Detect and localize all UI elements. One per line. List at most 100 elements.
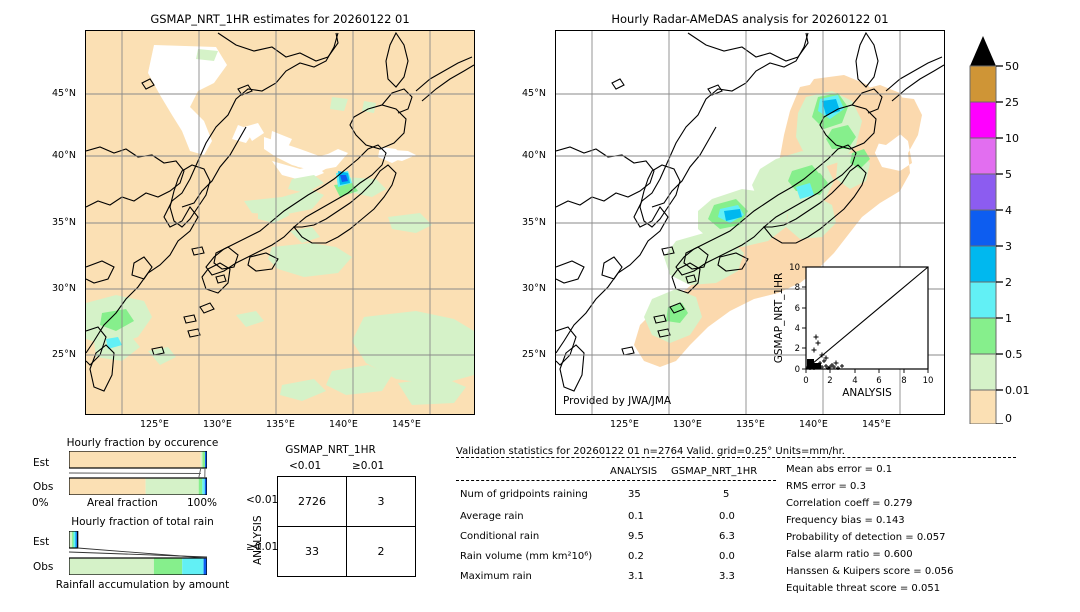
validation-row-analysis-4: 3.1 xyxy=(628,571,644,582)
right-lat-tick-25n: 25°N xyxy=(522,349,546,360)
contingency-col-group-label: GSMAP_NRT_1HR xyxy=(285,444,376,456)
validation-row-gsmap-3: 0.0 xyxy=(719,551,735,562)
right-lon-tick-130e: 130°E xyxy=(673,419,702,430)
occurrence-bars xyxy=(69,451,207,495)
occurrence-axis-min: 0% xyxy=(32,497,49,509)
totalrain-bar-est xyxy=(69,531,79,549)
totalrain-row-label-est: Est xyxy=(33,536,50,548)
svg-text:25: 25 xyxy=(1005,96,1019,109)
svg-text:0: 0 xyxy=(1005,412,1012,424)
svg-text:0.01: 0.01 xyxy=(1005,384,1030,397)
left-lat-tick-25n: 25°N xyxy=(52,349,76,360)
totalrain-bars-canvas xyxy=(69,531,207,575)
occurrence-bar-obs xyxy=(69,477,207,495)
totalrain-axis-title: Rainfall accumulation by amount xyxy=(55,579,230,591)
colorbar: 50 25 10 5 4 3 2 1 0.5 0.01 0 xyxy=(965,28,1035,424)
validation-row-label-1: Average rain xyxy=(460,511,524,522)
map-credit: Provided by JWA/JMA xyxy=(563,395,672,407)
left-lon-tick-135e: 135°E xyxy=(266,419,295,430)
left-lon-tick-125e: 125°E xyxy=(140,419,169,430)
validation-score-3: Frequency bias = 0.143 xyxy=(786,515,905,526)
validation-row-label-4: Maximum rain xyxy=(460,571,532,582)
validation-score-5: False alarm ratio = 0.600 xyxy=(786,549,913,560)
validation-header: Validation statistics for 20260122 01 n=… xyxy=(456,446,845,457)
validation-row-gsmap-4: 3.3 xyxy=(719,571,735,582)
validation-row-gsmap-1: 0.0 xyxy=(719,511,735,522)
occurrence-axis-max: 100% xyxy=(187,497,218,509)
validation-col-header-analysis: ANALYSIS xyxy=(610,466,658,477)
svg-text:10: 10 xyxy=(1005,132,1019,145)
svg-text:4: 4 xyxy=(1005,204,1012,217)
svg-text:5: 5 xyxy=(1005,168,1012,181)
totalrain-chart-title: Hourly fraction of total rain xyxy=(71,516,214,528)
occurrence-chart-title: Hourly fraction by occurence xyxy=(66,437,219,449)
right-panel-title: Hourly Radar-AMeDAS analysis for 2026012… xyxy=(611,12,889,26)
right-lat-tick-30n: 30°N xyxy=(522,283,546,294)
svg-text:3: 3 xyxy=(1005,240,1012,253)
occurrence-row-label-est: Est xyxy=(33,457,50,469)
right-lon-tick-140e: 140°E xyxy=(799,419,828,430)
validation-row-label-2: Conditional rain xyxy=(460,531,540,542)
contingency-cell-false-alarm: 3 xyxy=(346,476,416,527)
svg-text:10: 10 xyxy=(923,376,934,386)
right-lon-tick-135e: 135°E xyxy=(736,419,765,430)
totalrain-row-label-obs: Obs xyxy=(33,561,54,573)
left-lat-tick-45n: 45°N xyxy=(52,88,76,99)
table-row: 2726 3 xyxy=(277,476,416,527)
table-row: 33 2 xyxy=(277,526,416,577)
svg-text:8: 8 xyxy=(901,376,906,386)
validation-score-0: Mean abs error = 0.1 xyxy=(786,464,893,475)
contingency-col-header-0: <0.01 xyxy=(289,460,322,472)
svg-text:10: 10 xyxy=(789,263,800,273)
validation-score-1: RMS error = 0.3 xyxy=(786,481,866,492)
left-lon-tick-130e: 130°E xyxy=(203,419,232,430)
left-map xyxy=(85,30,475,415)
left-map-canvas xyxy=(86,31,474,414)
right-lat-tick-40n: 40°N xyxy=(522,150,546,161)
contingency-cell-hit: 2 xyxy=(346,526,416,577)
validation-score-2: Correlation coeff = 0.279 xyxy=(786,498,913,509)
totalrain-bar-obs xyxy=(69,557,207,575)
validation-divider-top xyxy=(456,457,1016,458)
svg-text:4: 4 xyxy=(852,376,857,386)
validation-row-gsmap-2: 6.3 xyxy=(719,531,735,542)
validation-row-gsmap-0: 5 xyxy=(723,489,730,500)
contingency-cell-hit-none: 2726 xyxy=(277,476,347,527)
svg-text:0.5: 0.5 xyxy=(1005,348,1023,361)
validation-row-analysis-0: 35 xyxy=(628,489,641,500)
left-lat-tick-35n: 35°N xyxy=(52,217,76,228)
left-lat-tick-40n: 40°N xyxy=(52,150,76,161)
validation-score-7: Equitable threat score = 0.051 xyxy=(786,583,941,594)
contingency-cell-miss: 33 xyxy=(277,526,347,577)
svg-text:4: 4 xyxy=(795,324,800,334)
svg-text:0: 0 xyxy=(803,376,808,386)
svg-text:8: 8 xyxy=(795,283,800,293)
right-lat-tick-45n: 45°N xyxy=(522,88,546,99)
validation-score-6: Hanssen & Kuipers score = 0.056 xyxy=(786,566,954,577)
occurrence-row-label-obs: Obs xyxy=(33,481,54,493)
contingency-row-header-1: ≥0.01 xyxy=(246,541,279,553)
svg-text:GSMAP_NRT_1HR: GSMAP_NRT_1HR xyxy=(773,273,785,364)
validation-row-label-3: Rain volume (mm km²10⁶) xyxy=(460,551,593,562)
validation-row-label-0: Num of gridpoints raining xyxy=(460,489,588,500)
left-lon-tick-140e: 140°E xyxy=(329,419,358,430)
left-panel-title: GSMAP_NRT_1HR estimates for 20260122 01 xyxy=(150,12,410,26)
svg-text:ANALYSIS: ANALYSIS xyxy=(842,387,892,399)
colorbar-canvas: 50 25 10 5 4 3 2 1 0.5 0.01 0 xyxy=(969,36,1030,424)
svg-text:6: 6 xyxy=(795,304,800,314)
scatter-inset-canvas: 0 2 4 6 8 10 0 2 4 6 8 10 ANALYSIS GSMAP_NRT_1HR xyxy=(773,263,934,399)
contingency-col-header-1: ≥0.01 xyxy=(352,460,385,472)
svg-text:2: 2 xyxy=(795,344,800,354)
contingency-table: 2726 3 33 2 xyxy=(277,476,416,577)
right-lon-tick-125e: 125°E xyxy=(610,419,639,430)
validation-row-analysis-1: 0.1 xyxy=(628,511,644,522)
svg-text:6: 6 xyxy=(876,376,881,386)
validation-row-analysis-2: 9.5 xyxy=(628,531,644,542)
validation-col-header-gsmap: GSMAP_NRT_1HR xyxy=(671,466,758,477)
svg-text:0: 0 xyxy=(795,365,800,375)
svg-text:50: 50 xyxy=(1005,60,1019,73)
scatter-inset: 0 2 4 6 8 10 0 2 4 6 8 10 ANALYSIS GSMAP_NRT_1HR xyxy=(760,255,945,415)
left-lat-tick-30n: 30°N xyxy=(52,283,76,294)
validation-divider-mid xyxy=(456,480,776,481)
right-lat-tick-35n: 35°N xyxy=(522,217,546,228)
